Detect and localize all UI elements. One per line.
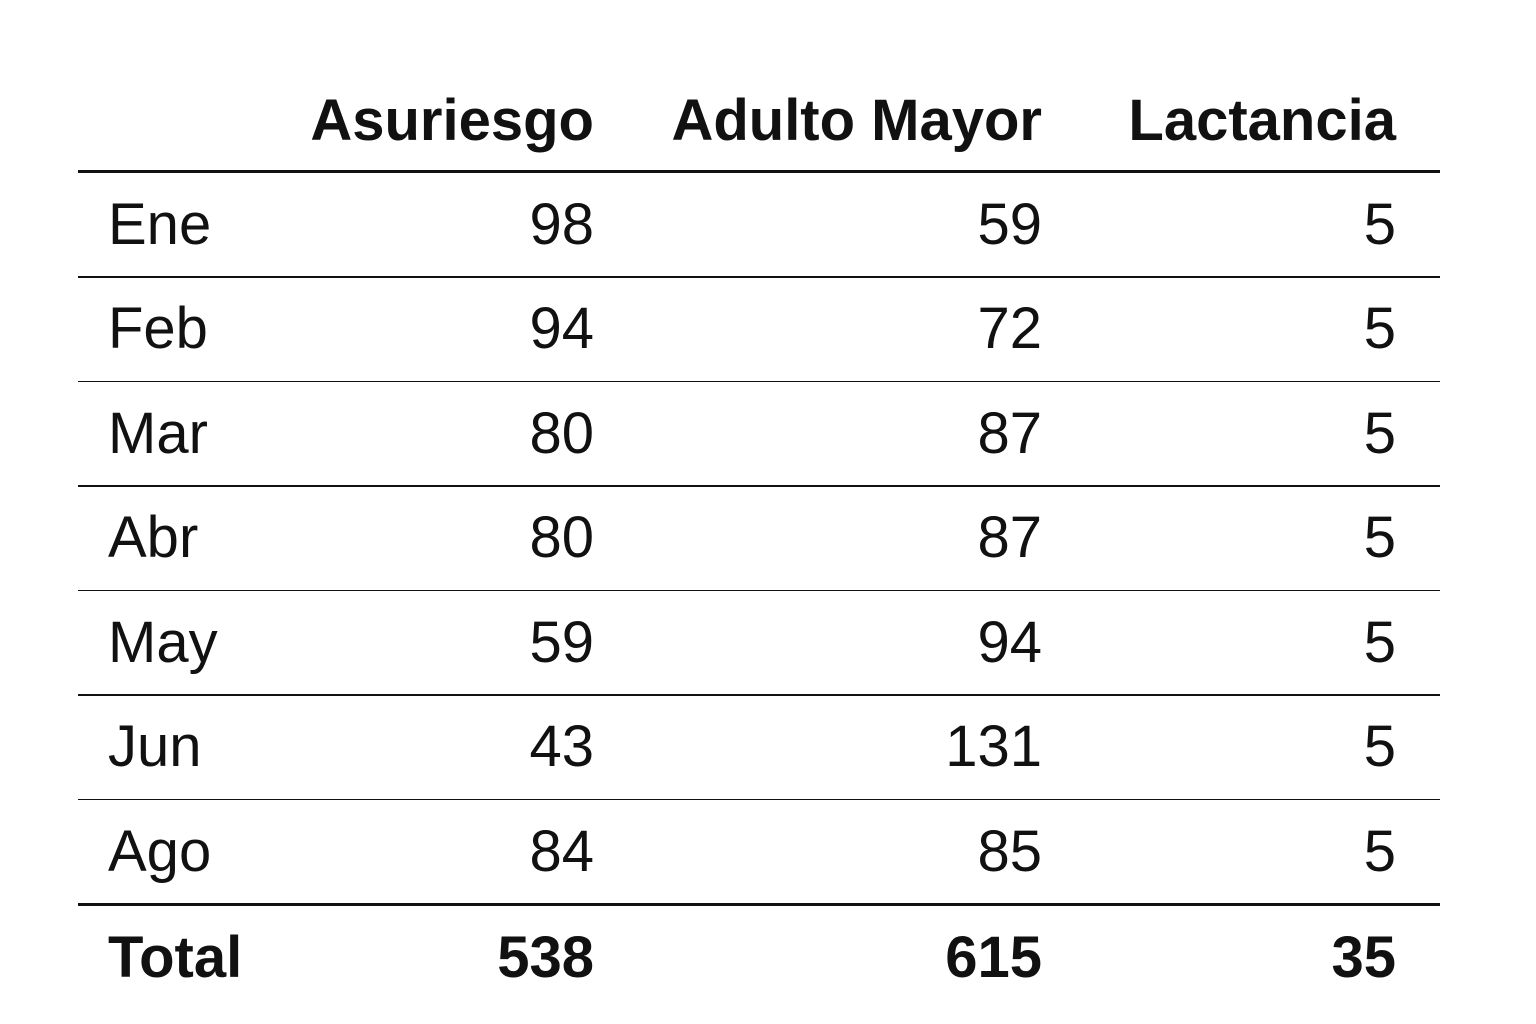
column-header-lactancia: Lactancia: [1128, 88, 1396, 153]
row-label: Jun: [108, 714, 202, 779]
table-row: Abr 80 87 5: [78, 487, 1440, 590]
total-cell: 538: [497, 924, 594, 990]
total-row: Total 538 615 35: [78, 906, 1440, 1009]
column-header-asuriesgo: Asuriesgo: [310, 88, 594, 153]
header-divider: [78, 170, 1440, 173]
total-cell: 615: [945, 924, 1042, 990]
table-cell: 72: [977, 296, 1042, 361]
row-label: May: [108, 609, 218, 675]
row-divider: [78, 798, 1440, 800]
table-cell: 94: [529, 296, 594, 361]
table-header-row: Asuriesgo Adulto Mayor Lactancia: [78, 72, 1440, 170]
table-cell: 5: [1363, 400, 1396, 466]
table-row: Mar 80 87 5: [78, 382, 1440, 485]
table-cell: 87: [977, 400, 1042, 466]
table-cell: 59: [529, 609, 594, 675]
row-divider: [78, 485, 1440, 487]
table-row: Ene 98 59 5: [78, 173, 1440, 276]
table-cell: 94: [977, 609, 1042, 675]
total-divider: [78, 903, 1440, 906]
table-cell: 59: [977, 191, 1042, 257]
row-label: Ago: [108, 818, 212, 884]
row-label: Feb: [108, 296, 208, 361]
table-cell: 131: [945, 714, 1042, 779]
table-cell: 87: [977, 505, 1042, 570]
row-divider: [78, 589, 1440, 591]
table-row: Jun 43 131 5: [78, 696, 1440, 799]
row-label: Abr: [108, 505, 199, 570]
table-cell: 98: [529, 191, 594, 257]
table-cell: 5: [1363, 818, 1396, 884]
row-label: Mar: [108, 400, 208, 466]
data-table: Asuriesgo Adulto Mayor Lactancia Ene 98 …: [78, 72, 1440, 1009]
table-cell: 5: [1363, 191, 1396, 257]
table-cell: 80: [529, 400, 594, 466]
row-divider: [78, 694, 1440, 696]
table-cell: 5: [1363, 296, 1396, 361]
column-header-adulto-mayor: Adulto Mayor: [671, 88, 1042, 153]
row-label: Ene: [108, 191, 212, 257]
table-cell: 5: [1363, 505, 1396, 570]
table-cell: 5: [1363, 714, 1396, 779]
table-cell: 80: [529, 505, 594, 570]
total-cell: 35: [1331, 924, 1396, 990]
table-row: Feb 94 72 5: [78, 278, 1440, 381]
table-cell: 85: [977, 818, 1042, 884]
table-row: Ago 84 85 5: [78, 800, 1440, 903]
table-cell: 5: [1363, 609, 1396, 675]
total-label: Total: [108, 924, 243, 990]
row-divider: [78, 276, 1440, 278]
table-cell: 43: [529, 714, 594, 779]
table-cell: 84: [529, 818, 594, 884]
table-row: May 59 94 5: [78, 591, 1440, 694]
row-divider: [78, 380, 1440, 382]
